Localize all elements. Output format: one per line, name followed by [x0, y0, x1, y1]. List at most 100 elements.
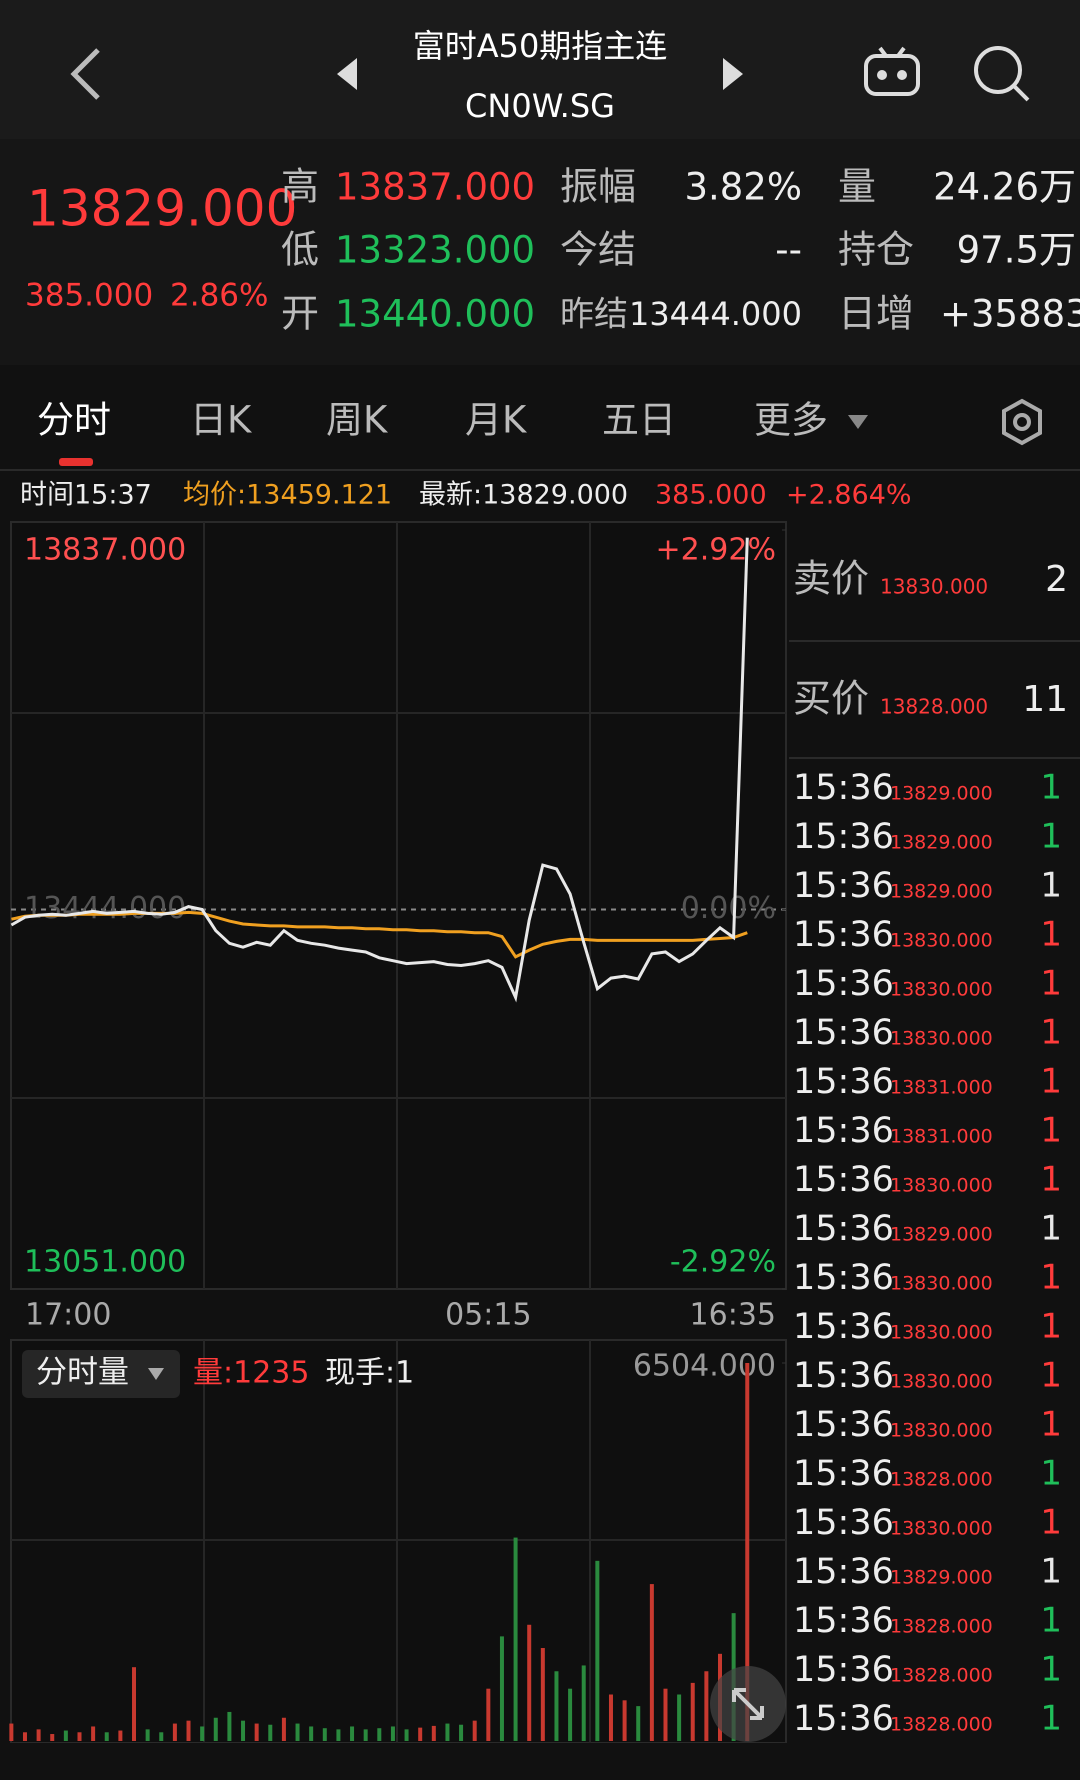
- chart-grid: [11, 522, 786, 1743]
- trade-qty: 1: [1040, 1013, 1062, 1053]
- trade-time: 15:36: [793, 1650, 894, 1690]
- trade-qty: 1: [1040, 866, 1062, 906]
- expand-button[interactable]: [710, 1666, 786, 1742]
- volume-bar: [200, 1726, 205, 1741]
- trade-price: 13830.000: [890, 1028, 993, 1050]
- tab-indicator: [59, 458, 93, 466]
- trade-time: 15:36: [793, 1209, 894, 1249]
- robot-icon[interactable]: [864, 46, 920, 96]
- volume-bar: [268, 1724, 273, 1741]
- volume-bar: [554, 1671, 559, 1741]
- volume-bar: [63, 1730, 68, 1741]
- volume-bar: [172, 1723, 177, 1741]
- settings-icon[interactable]: [1002, 398, 1042, 446]
- trade-qty: 1: [1040, 1258, 1062, 1298]
- volume-bar: [622, 1700, 627, 1741]
- trade-price: 13828.000: [890, 1616, 993, 1638]
- volume-bar: [91, 1726, 96, 1741]
- volume-bar: [254, 1723, 259, 1741]
- volume-bar: [77, 1732, 82, 1741]
- tab[interactable]: 更多: [754, 399, 828, 442]
- trade-price: 13830.000: [890, 979, 993, 1001]
- trade-price: 13830.000: [890, 1518, 993, 1540]
- trade-time: 15:36: [793, 866, 894, 906]
- trade-price: 13828.000: [890, 1665, 993, 1687]
- indicator-arrow: [148, 1368, 164, 1380]
- trade-qty: 1: [1040, 915, 1062, 955]
- value: 13837.000: [335, 166, 535, 209]
- volume-bar: [499, 1636, 504, 1741]
- volume-chart-frame: [10, 1339, 787, 1744]
- tab[interactable]: 分时: [37, 399, 111, 442]
- right-panel: [789, 522, 1080, 1780]
- volume-bar: [241, 1720, 246, 1741]
- trade-price: 13828.000: [890, 1469, 993, 1491]
- tab[interactable]: 日K: [190, 399, 253, 442]
- next-button[interactable]: [723, 58, 743, 90]
- trade-qty: 1: [1040, 1454, 1062, 1494]
- volume-bar: [677, 1694, 682, 1741]
- back-button[interactable]: [70, 48, 100, 100]
- trade-qty: 1: [1040, 1503, 1062, 1543]
- trade-price: 13830.000: [890, 1322, 993, 1344]
- volume-bar: [50, 1734, 55, 1741]
- trade-qty: 1: [1040, 1062, 1062, 1102]
- y-tick-label: 13051.000: [24, 1245, 186, 1280]
- more-arrow[interactable]: [848, 415, 868, 429]
- volume-bar: [22, 1732, 27, 1741]
- indicator-selector[interactable]: [22, 1350, 180, 1398]
- volume-bar: [704, 1671, 709, 1741]
- trade-time: 15:36: [793, 1356, 894, 1396]
- subtitle: CN0W.SG: [465, 87, 615, 125]
- buy-qty: 11: [1022, 679, 1068, 720]
- trade-qty: 1: [1040, 1111, 1062, 1151]
- info-last: 最新:13829.000: [419, 480, 628, 511]
- volume-bar: [36, 1729, 41, 1741]
- label: 低: [281, 228, 319, 272]
- value: +35883: [940, 293, 1080, 336]
- volume-bar: [690, 1682, 695, 1741]
- volume-bar: [636, 1706, 641, 1741]
- bottom-bar: [0, 1743, 1080, 1780]
- trade-time: 15:36: [793, 1699, 894, 1739]
- trade-time: 15:36: [793, 1160, 894, 1200]
- sell-qty: 2: [1045, 559, 1068, 600]
- volume-bar: [608, 1694, 613, 1741]
- value: 3.82%: [684, 166, 802, 209]
- tab[interactable]: 五日: [602, 399, 676, 442]
- label: 今结: [560, 228, 636, 272]
- trade-price: 13829.000: [890, 1224, 993, 1246]
- trade-qty: 1: [1040, 1160, 1062, 1200]
- settings-icon-dot: [1013, 413, 1031, 431]
- volume-bar: [227, 1711, 232, 1741]
- trade-qty: 1: [1040, 1405, 1062, 1445]
- tab-bar: 分时 日K 周K 月K 五日 更多: [37, 399, 828, 442]
- search-icon[interactable]: [974, 46, 1030, 102]
- trade-price: 13830.000: [890, 1371, 993, 1393]
- trade-time: 15:36: [793, 915, 894, 955]
- info-time: 时间15:37: [20, 480, 152, 511]
- x-tick-label: 16:35: [690, 1298, 776, 1333]
- volume-bar: [663, 1688, 668, 1741]
- label: 日增: [838, 292, 914, 336]
- prev-button[interactable]: [337, 58, 357, 90]
- trade-price: 13831.000: [890, 1126, 993, 1148]
- trade-time: 15:36: [793, 1013, 894, 1053]
- label: 高: [281, 165, 319, 209]
- volume-bar: [568, 1688, 573, 1741]
- volume-bar: [472, 1720, 477, 1741]
- volume-bar: [486, 1688, 491, 1741]
- trade-qty: 1: [1040, 1650, 1062, 1690]
- volume-bar: [309, 1726, 314, 1741]
- info-change: 385.000: [655, 480, 767, 511]
- trade-price: 13830.000: [890, 1420, 993, 1442]
- sell-price: 13830.000: [880, 575, 988, 599]
- volume-bar: [595, 1560, 600, 1741]
- trade-qty: 1: [1040, 1307, 1062, 1347]
- info-avg: 均价:13459.121: [183, 480, 392, 511]
- tab[interactable]: 周K: [326, 399, 389, 442]
- x-tick-label: 17:00: [25, 1298, 111, 1333]
- tab[interactable]: 月K: [465, 399, 528, 442]
- hand-readout: 现手:1: [325, 1356, 414, 1391]
